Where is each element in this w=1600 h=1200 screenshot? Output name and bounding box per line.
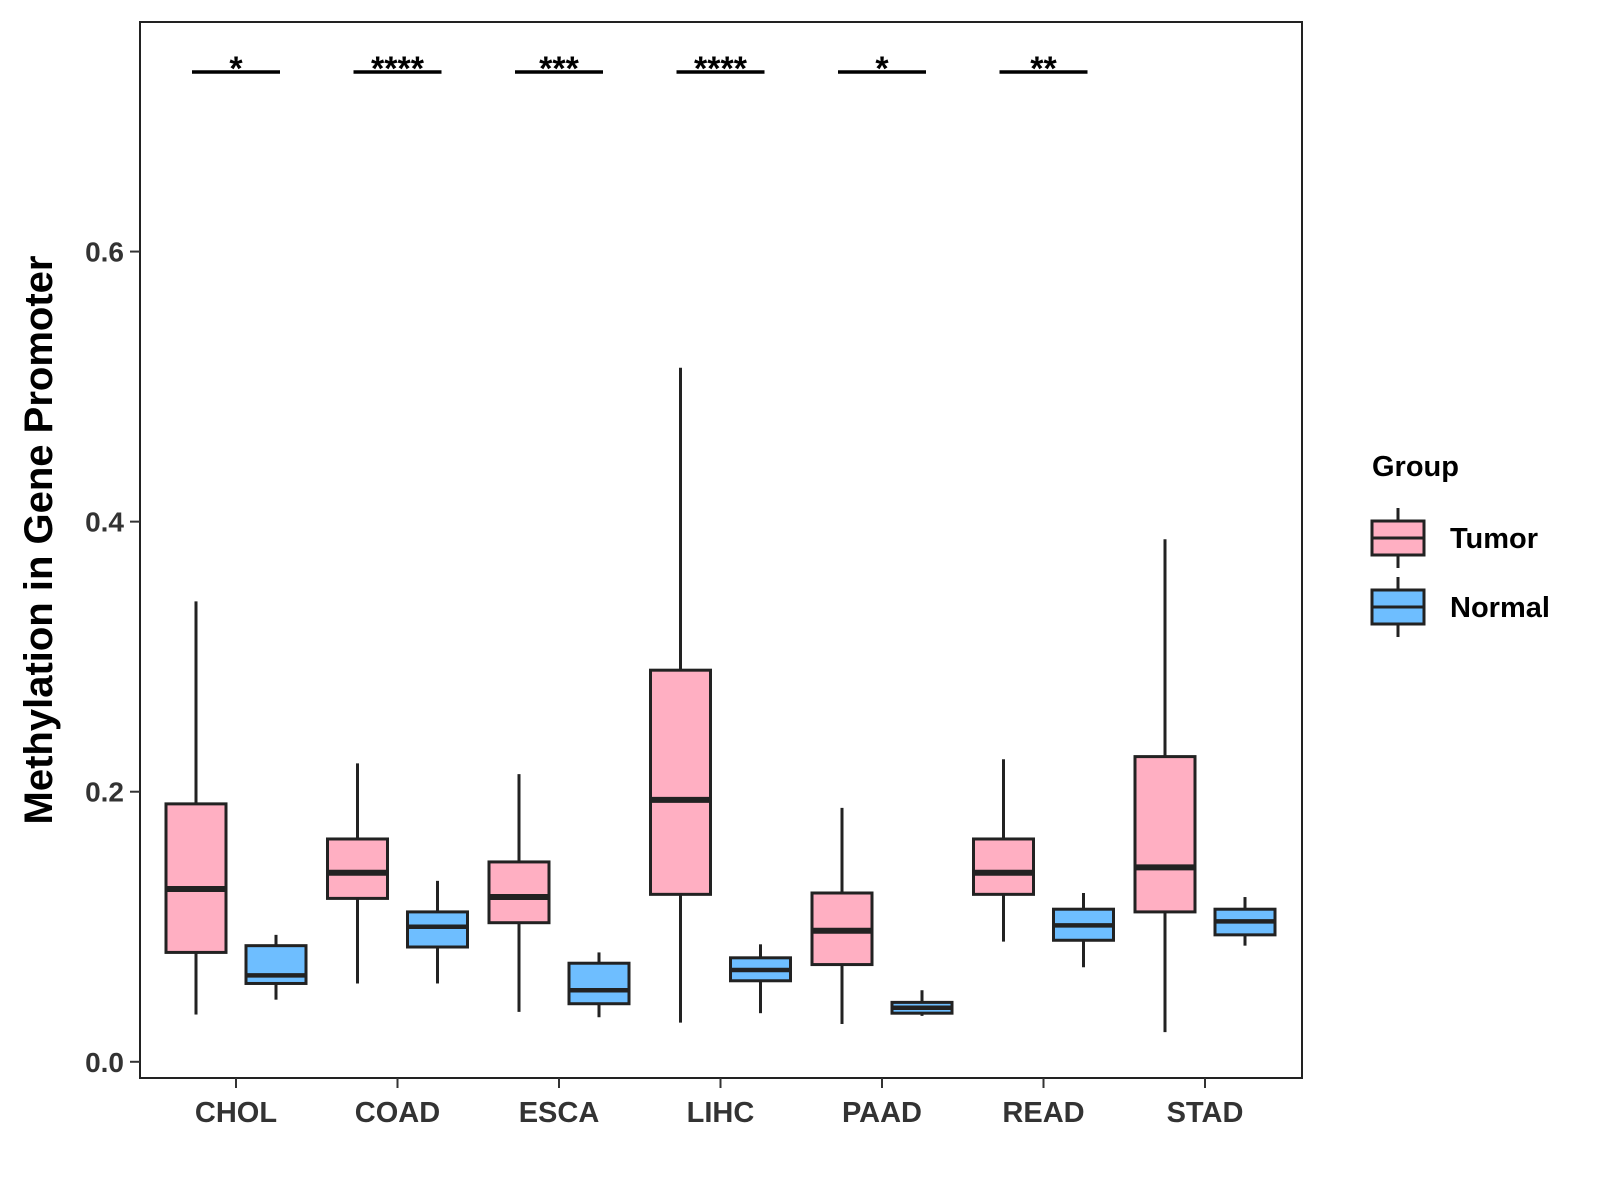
legend: Group Tumor Normal [1370,451,1550,637]
legend-label-normal: Normal [1450,592,1550,624]
significance-label-coad: **** [371,50,425,88]
box-tumor-coad [326,837,389,900]
legend-label-tumor: Tumor [1450,523,1538,555]
x-tick-label: COAD [355,1097,440,1129]
significance-label-lihc: **** [694,50,748,88]
x-tick-label: LIHC [687,1097,755,1129]
box-tumor-chol [164,802,228,954]
box-normal-chol [244,944,308,985]
legend-title: Group [1372,451,1459,483]
box-tumor-stad [1133,755,1197,914]
x-tick-label: STAD [1167,1097,1244,1129]
plot-area: 0.0 0.2 0.4 0.6 CHOL COAD ESCA LIHC PAAD READ STAD… [85,21,1303,1129]
x-tick-label: ESCA [519,1097,600,1129]
y-axis-title: Methylation in Gene Promoter [17,256,61,825]
box-normal-coad [406,910,469,949]
box-tumor-lihc [649,668,712,896]
box-tumor-read [972,837,1035,896]
significance-label-paad: * [875,50,889,88]
y-tick-label: 0.6 [85,237,124,268]
x-tick-label: PAAD [842,1097,922,1129]
x-tick-label: READ [1002,1097,1084,1129]
significance-label-esca: *** [539,50,579,88]
y-tick-label: 0.0 [85,1047,124,1078]
x-tick-label: CHOL [195,1097,277,1129]
box-tumor-esca [487,860,551,925]
significance-label-chol: * [229,50,243,88]
box-normal-esca [567,961,631,1006]
y-tick-label: 0.2 [85,777,124,808]
significance-label-read: ** [1030,50,1057,88]
y-tick-label: 0.4 [85,507,124,538]
